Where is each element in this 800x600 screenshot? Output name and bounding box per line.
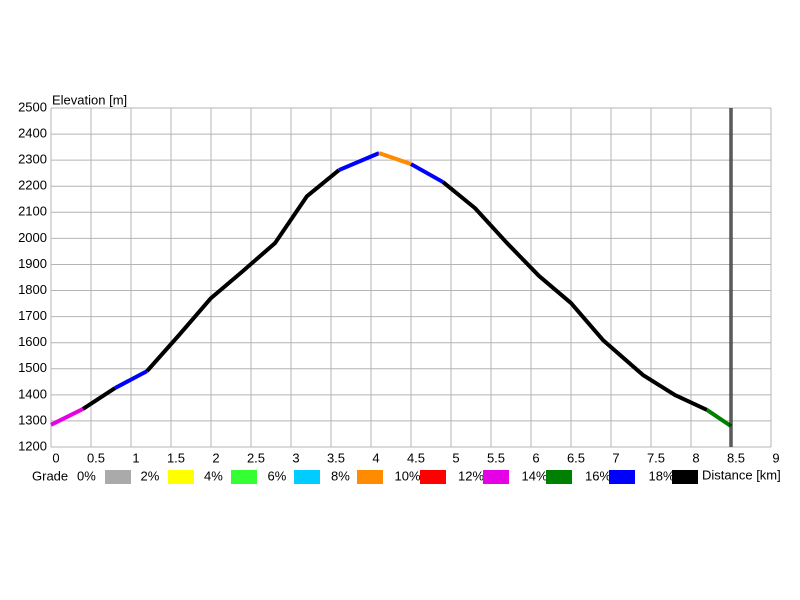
elevation-segment	[50, 407, 84, 427]
elevation-segment	[145, 168, 341, 373]
elevation-segment	[410, 162, 444, 184]
y-tick-label: 1500	[18, 360, 47, 375]
legend-label: 2%	[141, 468, 160, 483]
legend-swatch	[609, 470, 635, 484]
y-tick-label: 1400	[18, 386, 47, 401]
legend-label: 18%	[649, 468, 675, 483]
legend-label: 10%	[395, 468, 421, 483]
x-tick-label: 6.5	[567, 450, 585, 465]
legend-swatch	[483, 470, 509, 484]
y-tick-label: 1600	[18, 334, 47, 349]
legend-label: 0%	[77, 468, 96, 483]
x-tick-label: 8	[692, 450, 699, 465]
y-tick-label: 2300	[18, 152, 47, 167]
x-tick-label: 2.5	[247, 450, 265, 465]
x-tick-label: 4	[372, 450, 379, 465]
x-tick-label: 5	[452, 450, 459, 465]
y-tick-label: 1200	[18, 438, 47, 453]
elevation-segment	[441, 180, 708, 412]
legend-swatch	[231, 470, 257, 484]
y-tick-label: 2100	[18, 204, 47, 219]
x-tick-label: 1	[132, 450, 139, 465]
elevation-segment	[705, 408, 733, 428]
y-tick-label: 1300	[18, 412, 47, 427]
x-tick-label: 8.5	[727, 450, 745, 465]
legend-label: 8%	[331, 468, 350, 483]
legend-title: Grade	[32, 468, 68, 483]
x-tick-label: 1.5	[167, 450, 185, 465]
y-tick-label: 2400	[18, 126, 47, 141]
x-tick-label: 6	[532, 450, 539, 465]
legend-swatch	[546, 470, 572, 484]
legend-swatch	[294, 470, 320, 484]
x-tick-label: 3	[292, 450, 299, 465]
legend-label: 4%	[204, 468, 223, 483]
y-tick-label: 2500	[18, 99, 47, 114]
elevation-segment	[338, 151, 380, 172]
y-tick-label: 1900	[18, 256, 47, 271]
elevation-segment	[81, 386, 117, 411]
legend-swatch	[357, 470, 383, 484]
legend-label: 6%	[268, 468, 287, 483]
y-tick-label: 2000	[18, 230, 47, 245]
x-tick-label: 9	[772, 450, 779, 465]
x-tick-label: 5.5	[487, 450, 505, 465]
x-tick-label: 2	[212, 450, 219, 465]
x-tick-label: 3.5	[327, 450, 345, 465]
x-tick-label: 7.5	[647, 450, 665, 465]
y-tick-label: 1700	[18, 308, 47, 323]
x-tick-label: 0	[52, 450, 59, 465]
y-tick-label: 2200	[18, 178, 47, 193]
x-tick-label: 7	[612, 450, 619, 465]
x-tick-label: 4.5	[407, 450, 425, 465]
y-tick-label: 1800	[18, 282, 47, 297]
legend-swatch	[672, 470, 698, 484]
elevation-segment	[378, 151, 412, 166]
x-axis-label: Distance [km]	[702, 467, 781, 482]
legend-swatch	[105, 470, 131, 484]
legend-swatch	[168, 470, 194, 484]
legend-label: 16%	[585, 468, 611, 483]
x-tick-label: 0.5	[87, 450, 105, 465]
legend-label: 14%	[522, 468, 548, 483]
elevation-segment	[114, 369, 148, 390]
legend-label: 12%	[458, 468, 484, 483]
y-axis-label: Elevation [m]	[52, 92, 127, 107]
legend-swatch	[420, 470, 446, 484]
